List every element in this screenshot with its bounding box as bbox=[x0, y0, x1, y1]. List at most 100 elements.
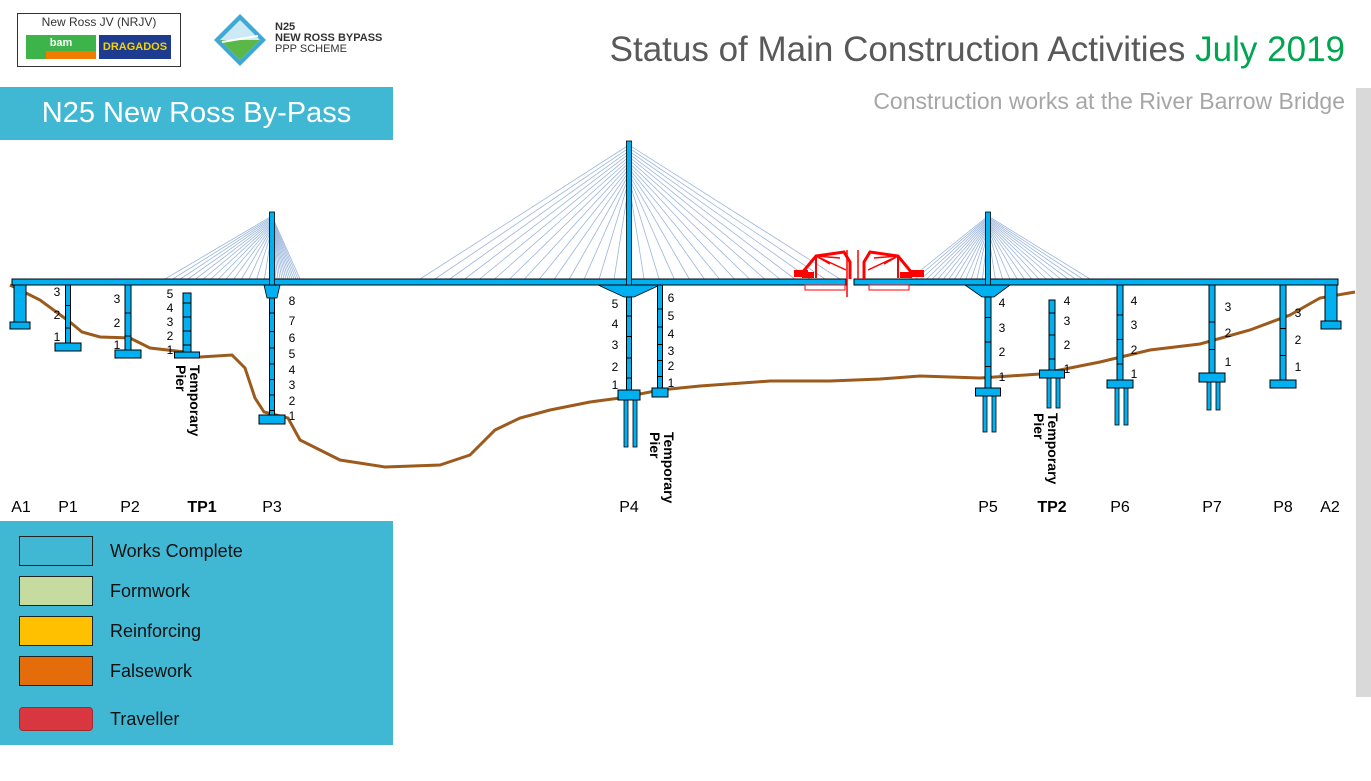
pier-footing bbox=[1106, 379, 1134, 389]
stay-cable bbox=[965, 227, 989, 280]
stay-cable bbox=[271, 218, 297, 280]
travellers bbox=[794, 250, 924, 297]
segment-number: 4 bbox=[167, 301, 174, 315]
pylon-mast bbox=[626, 140, 632, 286]
segment-number: 3 bbox=[612, 338, 619, 352]
segment-number: 5 bbox=[167, 287, 174, 301]
segment-number: 1 bbox=[54, 330, 61, 344]
pier-column bbox=[626, 296, 632, 391]
pier-a2 bbox=[1320, 284, 1342, 330]
temporary-pier-label: Pier bbox=[1031, 413, 1047, 440]
pile bbox=[1114, 387, 1120, 426]
pier-label: A2 bbox=[1320, 499, 1340, 516]
segment-number: 5 bbox=[289, 347, 296, 361]
segment-number: 7 bbox=[289, 314, 296, 328]
stay-cable bbox=[195, 220, 273, 280]
pylon-mast bbox=[985, 211, 991, 286]
page-subtitle: Construction works at the River Barrow B… bbox=[873, 88, 1345, 114]
segment-number: 3 bbox=[1131, 318, 1138, 332]
segment-number: 3 bbox=[1225, 300, 1232, 314]
pier-label: P7 bbox=[1202, 499, 1222, 516]
stay-cable bbox=[628, 177, 675, 280]
segment-number: 2 bbox=[114, 316, 121, 330]
stay-cable bbox=[954, 225, 989, 280]
legend: Works Complete Formwork Reinforcing Falsewo… bbox=[0, 521, 393, 745]
segment-number: 2 bbox=[668, 359, 675, 373]
stay-cable bbox=[449, 150, 630, 280]
segment-number: 8 bbox=[289, 294, 296, 308]
stay-cable bbox=[628, 150, 811, 280]
segment-number: 3 bbox=[167, 315, 174, 329]
pier-a1 bbox=[9, 284, 31, 330]
segment-number: 2 bbox=[1131, 343, 1138, 357]
pier-tp2: 4 3 2 1 bbox=[1039, 294, 1071, 409]
pier-label: TP2 bbox=[1037, 499, 1066, 516]
pile bbox=[1206, 381, 1212, 411]
stay-cable bbox=[987, 227, 1018, 280]
pier-column bbox=[269, 297, 275, 416]
traveller-foot bbox=[900, 272, 912, 278]
pier-label: P4 bbox=[619, 499, 639, 516]
legend-label: Traveller bbox=[110, 708, 180, 729]
pier-column bbox=[13, 284, 27, 323]
pier-footing bbox=[651, 387, 669, 398]
pier-p7: 3 2 1 bbox=[1198, 284, 1232, 411]
stay-cable bbox=[434, 147, 630, 280]
stay-cable bbox=[464, 153, 630, 280]
pile bbox=[623, 399, 629, 448]
pier-haunch bbox=[263, 284, 281, 299]
segment-number: 1 bbox=[1295, 360, 1302, 374]
stay-cable bbox=[628, 162, 750, 280]
segment-number: 1 bbox=[1225, 355, 1232, 369]
traveller-truss bbox=[862, 250, 914, 279]
stay-cable bbox=[210, 222, 273, 280]
project-banner: N25 New Ross By-Pass bbox=[0, 87, 393, 140]
pier-column bbox=[182, 292, 192, 353]
legend-item: Works Complete bbox=[19, 535, 243, 567]
dragados-logo: DRAGADOS bbox=[99, 35, 171, 59]
pier-p4t: 6 5 4 32 1 bbox=[651, 284, 675, 398]
pier-p6: 4 3 2 1 bbox=[1106, 284, 1138, 426]
stay-cable bbox=[271, 217, 299, 280]
traveller-brace bbox=[867, 255, 899, 271]
stay-cable bbox=[583, 177, 630, 280]
stay-cable bbox=[248, 228, 273, 280]
pier-footing bbox=[258, 414, 286, 425]
stay-cable bbox=[987, 222, 1047, 280]
deck-left bbox=[11, 278, 847, 286]
pier-p1: 3 2 1 bbox=[54, 284, 82, 352]
stay-cable bbox=[172, 216, 273, 280]
pier-p2: 3 2 1 bbox=[114, 284, 142, 359]
pier-column bbox=[124, 284, 132, 351]
pier-label: P1 bbox=[58, 499, 78, 516]
stay-cable bbox=[509, 162, 630, 280]
stay-cable bbox=[920, 218, 989, 280]
pier-footing bbox=[1039, 369, 1065, 379]
stay-cable bbox=[628, 180, 660, 280]
pile bbox=[632, 399, 638, 448]
stay-cable bbox=[539, 168, 630, 280]
stay-cable bbox=[959, 226, 989, 280]
stay-cable bbox=[494, 159, 630, 280]
stay-cable bbox=[987, 219, 1069, 280]
stay-cable bbox=[628, 174, 690, 280]
pier-footing bbox=[1198, 372, 1226, 383]
segment-number: 5 bbox=[668, 309, 675, 323]
traveller-brace bbox=[873, 255, 899, 259]
pier-haunch bbox=[597, 284, 661, 298]
pier-p4: 5 4 3 2 1 bbox=[597, 284, 661, 448]
stay-cable bbox=[948, 223, 989, 280]
stay-cable bbox=[524, 165, 630, 280]
segment-number: 2 bbox=[289, 394, 296, 408]
stay-cable bbox=[271, 219, 295, 280]
stay-cable bbox=[987, 223, 1040, 280]
legend-swatch bbox=[19, 576, 93, 606]
pier-label: TP1 bbox=[187, 499, 216, 516]
traveller-platform bbox=[804, 284, 846, 291]
segment-number: 6 bbox=[668, 291, 675, 305]
legend-swatch bbox=[19, 616, 93, 646]
pier-column bbox=[65, 284, 71, 344]
pier-footing bbox=[54, 342, 82, 352]
segment-number: 2 bbox=[1064, 338, 1071, 352]
